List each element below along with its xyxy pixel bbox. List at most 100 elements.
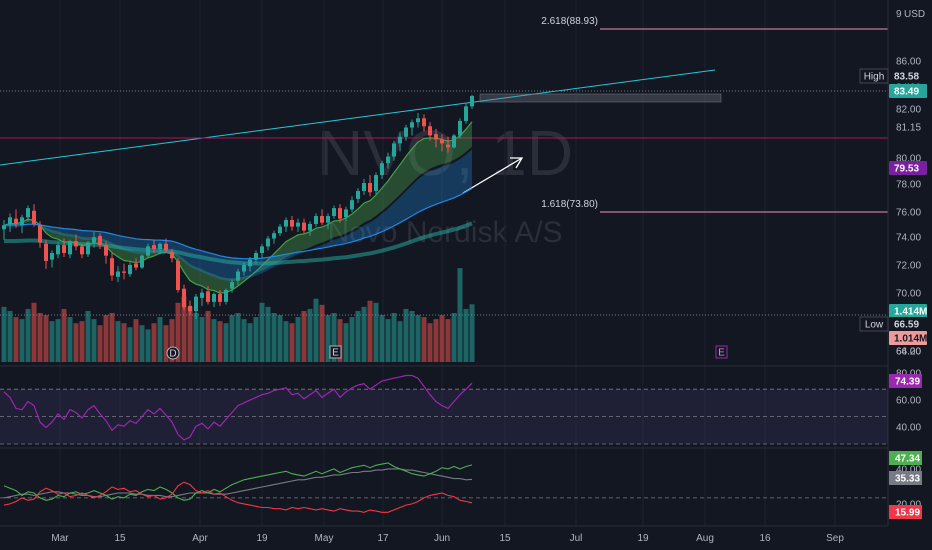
price-badge-value: 1.414M [894, 307, 927, 318]
volume-bar [145, 329, 151, 362]
candle-body [254, 253, 258, 260]
volume-bar [457, 268, 463, 362]
candle-body [344, 209, 348, 218]
time-tick: Mar [51, 533, 69, 544]
candle-body [260, 246, 264, 254]
volume-bar [439, 315, 445, 362]
volume-bar [13, 317, 19, 362]
earnings-marker-past [329, 345, 342, 359]
candle-body [14, 218, 18, 224]
volume-bar [469, 304, 475, 362]
price-badge [889, 304, 927, 318]
volume-bar [385, 319, 391, 362]
candle-body [362, 183, 366, 191]
currency-label: USD [904, 9, 925, 20]
earnings-marker-past-label: E [332, 348, 339, 359]
candle-body [470, 95, 474, 107]
candle-body [368, 183, 372, 193]
rsi-line [3, 374, 473, 441]
dmi-pane[interactable] [0, 462, 888, 513]
candle-body [278, 226, 282, 234]
volume-bar [181, 296, 187, 362]
candle-body [32, 210, 36, 224]
rsi-pane[interactable] [0, 374, 888, 445]
volume-bar [175, 302, 181, 362]
dmi-value-badge [889, 451, 922, 465]
candle-body [212, 293, 216, 302]
candle-body [134, 263, 138, 268]
time-axis[interactable]: Mar 15 Apr 19 May 17 Jun 15 Jul 19 Aug 16 Sep [51, 533, 844, 544]
time-tick: May [315, 533, 334, 544]
candle-body [176, 260, 180, 290]
time-tick: 15 [114, 533, 126, 544]
dmi-value: 47.34 [895, 454, 920, 465]
price-tick: 66.00 [896, 347, 921, 358]
grid-lines [59, 0, 836, 526]
volume-bar [217, 321, 223, 362]
volume-bar [415, 315, 421, 362]
candle-body [68, 241, 72, 255]
dmi-value-badge [889, 505, 922, 519]
price-axis[interactable]: 86.0084.0082.0081.1580.0078.0076.0074.00… [859, 57, 927, 520]
drawing-layer[interactable]: 2.618(88.93) 1.618(73.80) [0, 16, 888, 316]
candle-body [440, 139, 444, 144]
price-tick: 76.00 [896, 208, 921, 219]
price-badge [889, 317, 927, 331]
candle-body [164, 243, 168, 251]
volume-bar [37, 313, 43, 362]
candle-body [332, 208, 336, 217]
candle-body [296, 222, 300, 227]
volume-bar [151, 323, 157, 362]
price-badge-value: 79.53 [894, 164, 919, 175]
volume-bar [259, 302, 265, 362]
volume-bar [55, 319, 61, 362]
candle-body [170, 251, 174, 259]
time-tick: Apr [192, 533, 208, 544]
volume-bar [433, 319, 439, 362]
candle-body [446, 144, 450, 148]
fib-level-label: 2.618(88.93) [541, 16, 598, 27]
volume-bar [169, 319, 175, 362]
candle-body [80, 246, 84, 255]
di-plus-line [3, 462, 473, 501]
volume-bar [331, 313, 337, 362]
volume-bar [1, 306, 7, 362]
volume-bar [25, 308, 31, 362]
volume-bar [7, 310, 13, 362]
candle-body [152, 245, 156, 250]
volume-bar [163, 325, 169, 362]
volume-bar [319, 304, 325, 362]
trend-line [0, 69, 716, 166]
price-badge-value: 83.49 [894, 87, 919, 98]
volume-bar [373, 302, 379, 362]
price-tick: 82.00 [896, 105, 921, 116]
candle-body [392, 143, 396, 157]
volume-bar [61, 308, 67, 362]
volume-bar [103, 315, 109, 362]
candle-body [248, 259, 252, 267]
time-tick: 19 [637, 533, 649, 544]
price-badge-value: 1.014M [894, 334, 927, 345]
candle-body [194, 296, 198, 312]
rsi-tick: 60.00 [896, 396, 921, 407]
fib-level-label: 1.618(73.80) [541, 199, 598, 210]
price-tick: 70.00 [896, 289, 921, 300]
volume-bar [127, 327, 133, 362]
volume-bar [421, 317, 427, 362]
candle-body [158, 243, 162, 250]
candlestick-series[interactable] [2, 94, 474, 320]
volume-bar [337, 319, 343, 362]
candle-body [458, 120, 462, 136]
volume-bar [325, 315, 331, 362]
candle-body [320, 216, 324, 223]
volume-bar [253, 317, 259, 362]
volume-bar [223, 323, 229, 362]
candle-body [404, 127, 408, 137]
ribbon-fast [4, 121, 472, 294]
volume-bar [343, 323, 349, 362]
price-badge [889, 69, 927, 83]
zone-box [479, 93, 722, 103]
